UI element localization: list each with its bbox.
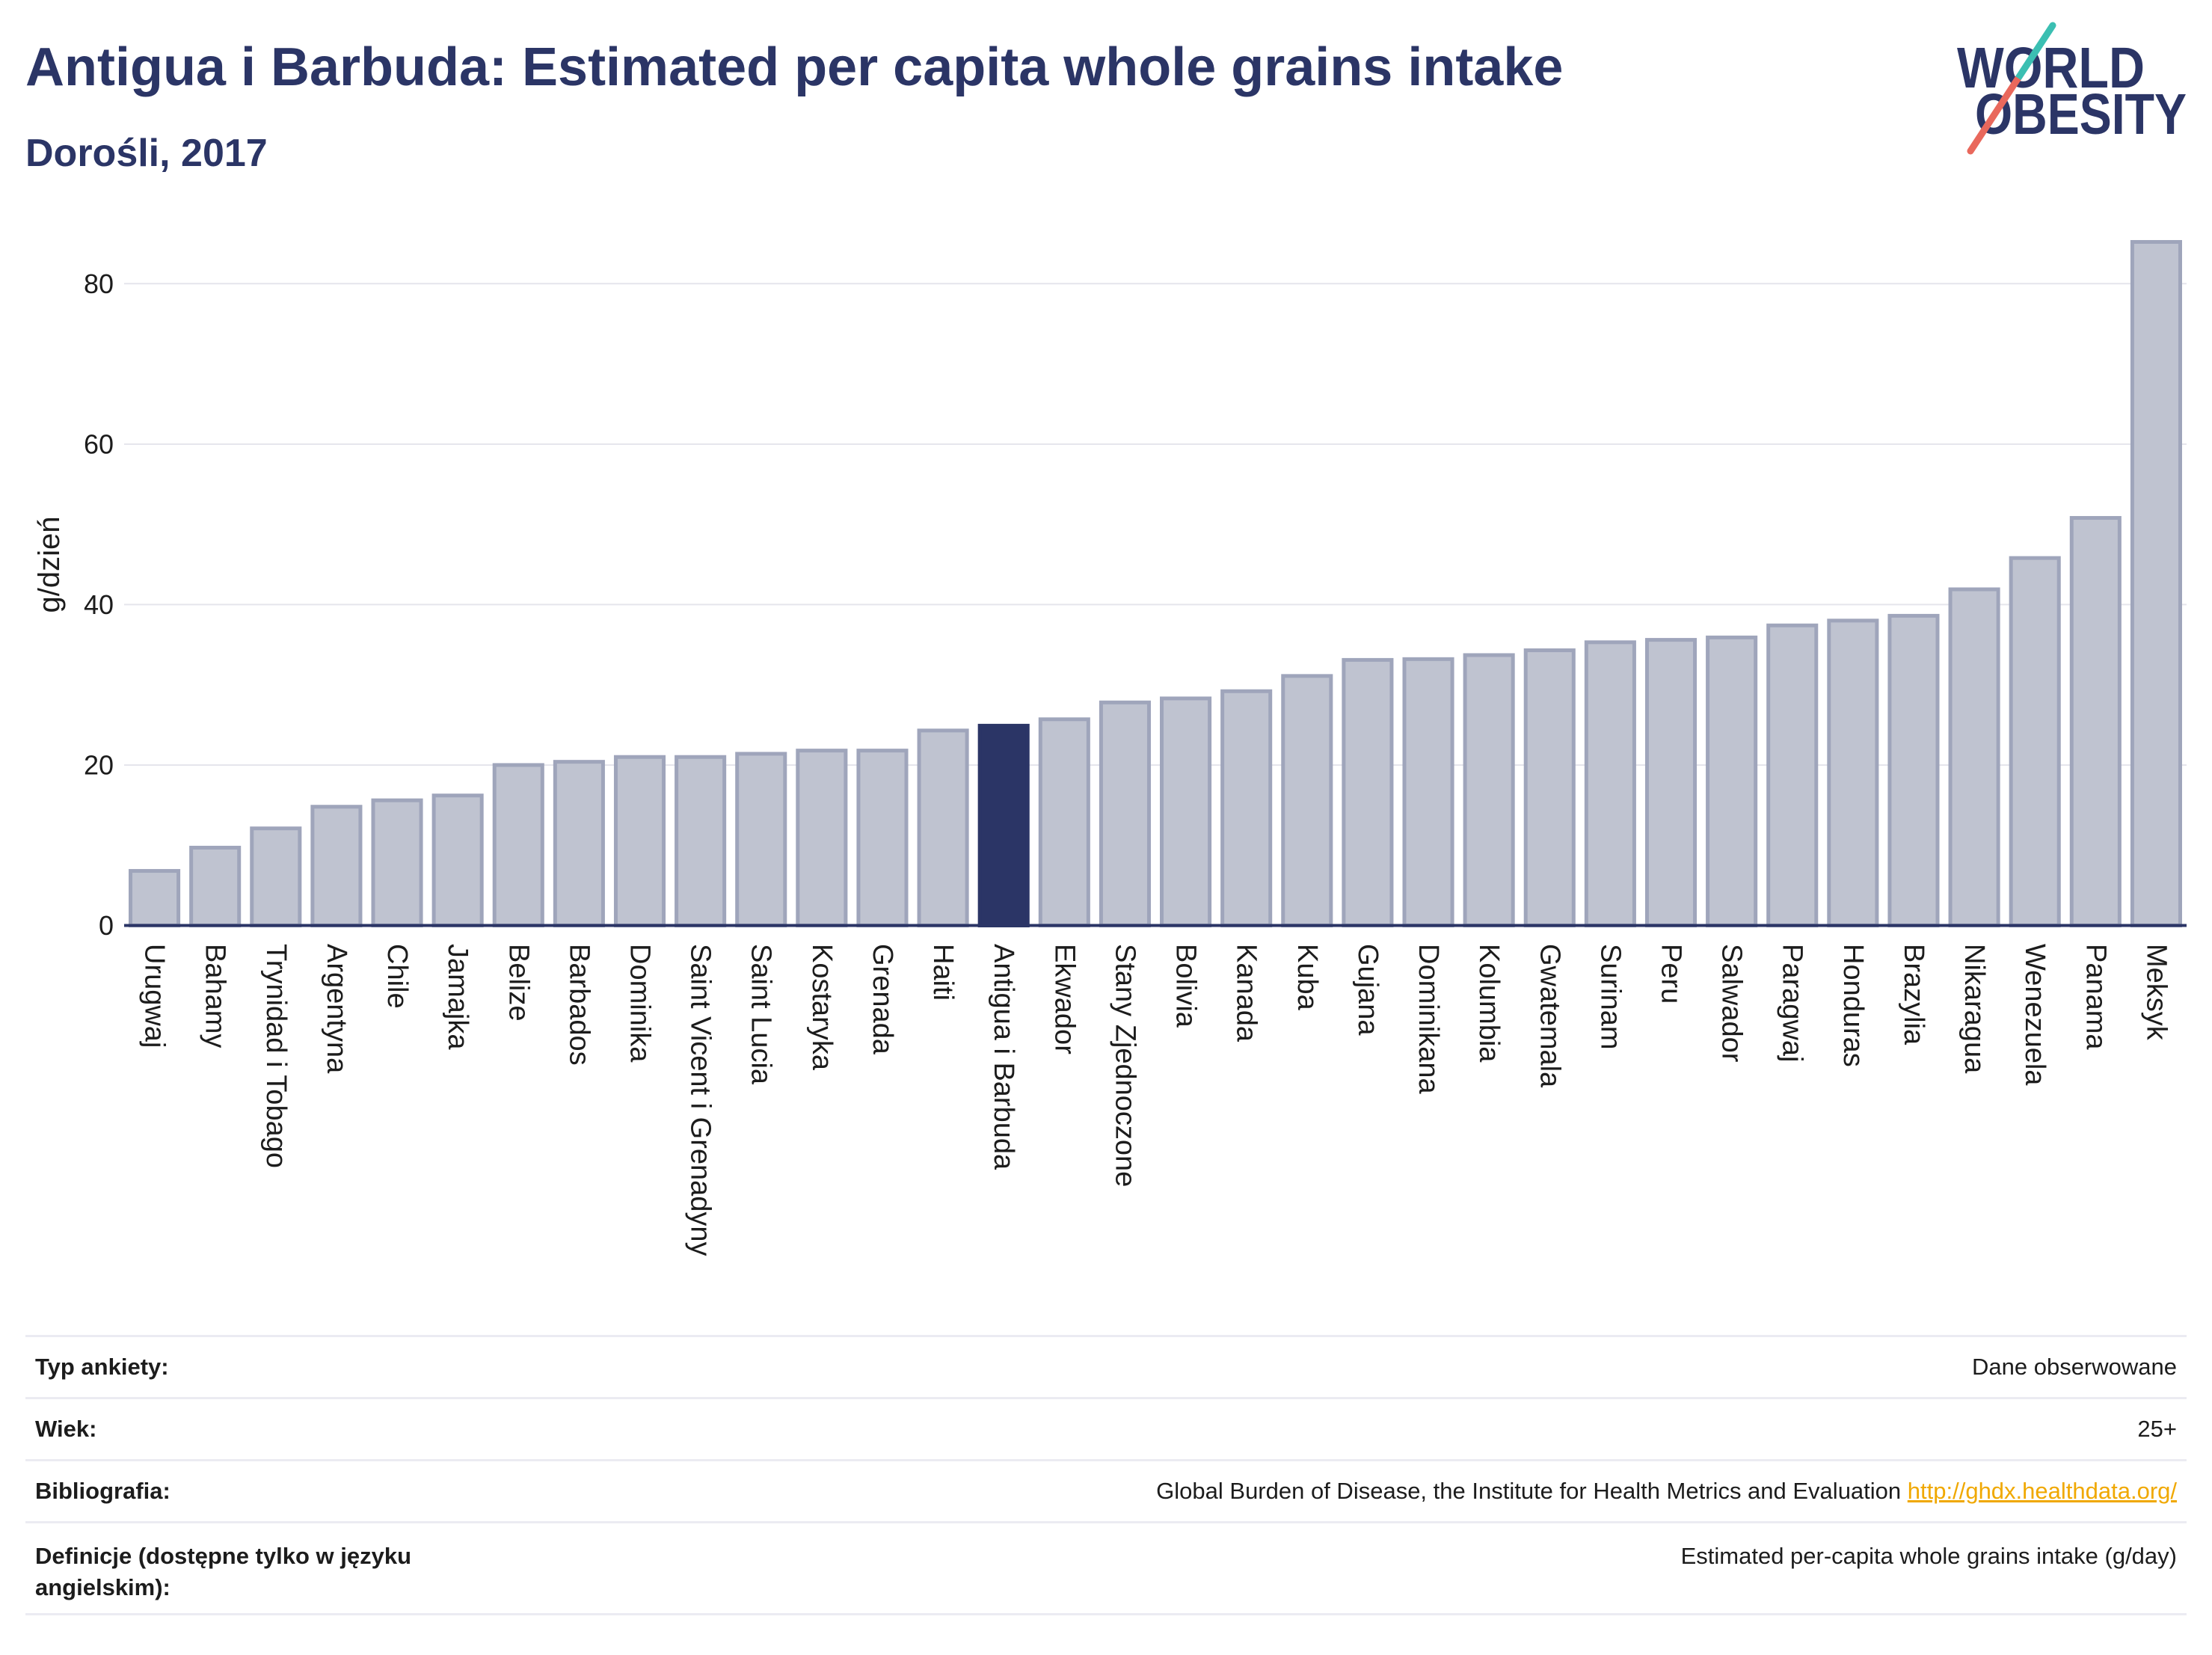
x-tick-label: Bolivia [1170,944,1202,1028]
bar[interactable] [1948,587,2000,927]
info-row-definitions: Definicje (dostępne tylko w języku angie… [25,1521,2187,1615]
bar[interactable] [1038,717,1090,927]
info-row-label: Typ ankiety: [35,1354,169,1380]
x-tick-label: Kanada [1231,944,1262,1043]
bar[interactable] [371,798,423,927]
x-tick-label: Brazylia [1898,944,1929,1045]
info-row-bibliography: Bibliografia: Global Burden of Disease, … [25,1459,2187,1521]
x-tick-label: Belize [503,944,534,1022]
bar[interactable] [735,752,787,927]
bar[interactable] [553,760,605,927]
x-tick-label: Paragwaj [1777,944,1808,1062]
bar[interactable] [1766,623,1819,928]
info-row-value: Dane obserwowane [1971,1354,2177,1380]
info-row-value: 25+ [2137,1416,2177,1442]
bar[interactable] [1402,657,1454,927]
bar[interactable] [1342,657,1394,928]
bar[interactable] [431,793,484,928]
x-tick-labels: Urugwaj Bahamy Trynidad i Tobago Argentyna C… [139,944,2172,1256]
bar[interactable] [1706,635,1758,928]
y-tick-label: 0 [99,910,114,941]
x-tick-label: Argentyna [321,944,352,1074]
x-tick-label: Jamajka [442,944,473,1050]
bar[interactable] [250,826,302,928]
info-row-label: Definicje (dostępne tylko w języku angie… [35,1543,412,1600]
x-tick-label: Meksyk [2140,944,2172,1041]
x-tick-label: Stany Zjednoczone [1109,944,1140,1187]
info-row-value: Global Burden of Disease, the Institute … [1156,1476,2177,1507]
bar[interactable] [2069,516,2122,928]
y-tick-label: 40 [84,589,114,620]
bar[interactable] [2130,239,2182,927]
x-tick-label: Wenezuela [2019,944,2050,1086]
x-tick-label: Nikaragua [1958,944,1990,1074]
bar[interactable] [189,845,242,927]
x-tick-label: Kolumbia [1473,944,1505,1063]
bar[interactable] [1463,653,1515,927]
bar[interactable] [310,805,363,927]
world-obesity-logo: WORLD OBESITY [1957,22,2187,155]
y-tick-label: 80 [84,268,114,299]
bar[interactable] [1281,674,1333,927]
source-text: Global Burden of Disease, the Institute … [1156,1478,1902,1504]
bar[interactable] [1887,613,1940,927]
x-tick-label: Bahamy [200,944,231,1048]
bar[interactable] [1644,638,1698,927]
x-tick-label: Surinam [1594,944,1626,1050]
y-tick-label: 20 [84,749,114,780]
bar[interactable] [1160,696,1212,927]
x-tick-label: Dominika [624,944,656,1063]
bar[interactable] [1827,618,1879,927]
x-tick-label: Urugwaj [139,944,170,1048]
bar[interactable] [129,869,181,927]
logo-word-world: WORLD [1957,36,2145,100]
x-tick-label: Barbados [563,944,595,1066]
info-row-survey-type: Typ ankiety: Dane obserwowane [25,1335,2187,1397]
bar[interactable] [917,728,969,927]
bar[interactable] [675,755,727,928]
y-axis-title: g/dzień [33,517,66,613]
info-row-age: Wiek: 25+ [25,1397,2187,1459]
x-tick-label: Chile [381,944,413,1009]
x-tick-label: Saint Lucia [746,944,777,1085]
bar-chart: 0 20 40 60 80 Urugwaj Bahamy Trynidad i Tobago… [33,239,2187,1256]
x-tick-label: Salwador [1716,944,1748,1063]
x-tick-label: Kostaryka [806,944,838,1071]
bar[interactable] [2009,556,2061,927]
bar[interactable] [1523,648,1576,927]
x-tick-label: Ekwador [1048,944,1080,1054]
y-tick-label: 60 [84,429,114,459]
x-tick-label: Kuba [1291,944,1323,1011]
x-tick-label: Gujana [1352,944,1383,1036]
info-row-label: Bibliografia: [35,1478,170,1504]
x-tick-label: Gwatemala [1534,944,1565,1088]
source-link[interactable]: http://ghdx.healthdata.org/ [1907,1478,2177,1504]
bar[interactable] [796,749,848,928]
x-tick-label: Trynidad i Tobago [260,944,292,1168]
bar[interactable] [1099,700,1151,927]
y-tick-labels: 0 20 40 60 80 [84,268,114,941]
x-tick-label: Panama [2080,944,2111,1050]
x-tick-label: Haiti [927,944,959,1001]
logo-slash [1967,22,2056,155]
bar[interactable] [856,749,909,928]
info-table: Typ ankiety: Dane obserwowane Wiek: 25+ … [25,1335,2187,1615]
x-tick-label: Dominikana [1413,944,1444,1095]
bar[interactable] [492,763,544,928]
bars [129,239,2182,928]
x-tick-label: Honduras [1837,944,1869,1067]
bar[interactable] [1220,689,1273,927]
info-row-value: Estimated per-capita whole grains intake… [1680,1543,2177,1569]
x-tick-label: Saint Vicent i Grenadyny [685,944,716,1256]
x-tick-label: Peru [1656,944,1687,1004]
x-tick-label: Antigua i Barbuda [988,944,1019,1170]
page-title: Antigua i Barbuda: Estimated per capita … [25,37,1564,97]
bar[interactable] [613,755,666,928]
bar-highlighted[interactable] [977,723,1030,928]
page-subtitle: Dorośli, 2017 [25,132,268,175]
info-row-label: Wiek: [35,1416,97,1442]
bar[interactable] [1584,640,1636,927]
x-tick-label: Grenada [867,944,898,1055]
